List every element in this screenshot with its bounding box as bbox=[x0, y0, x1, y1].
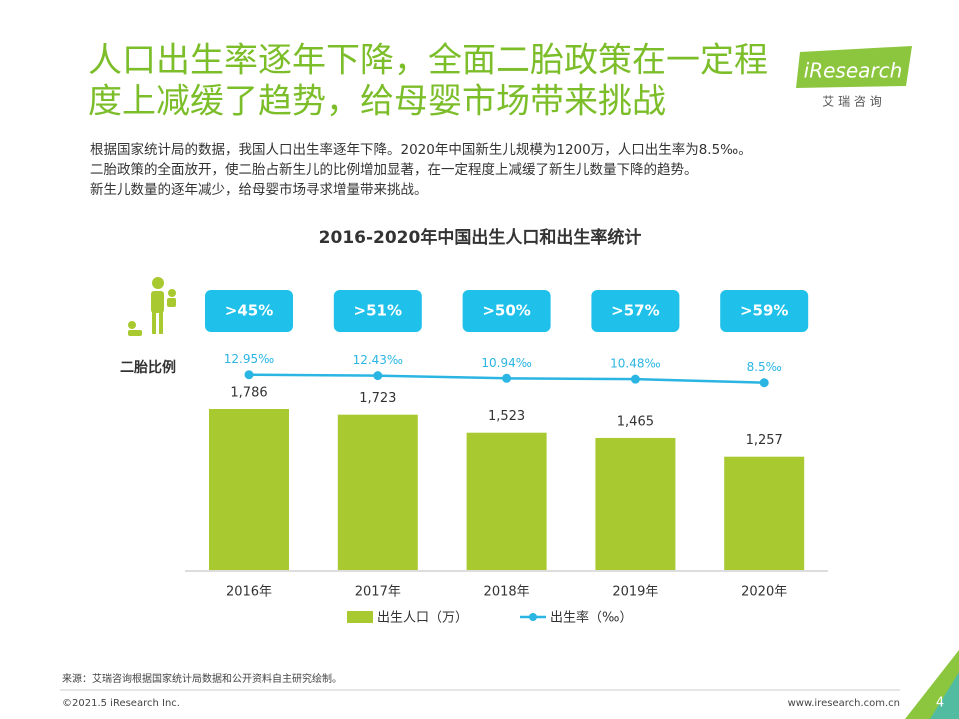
ratio-box bbox=[333, 290, 422, 332]
ratio-label: 二胎比例 bbox=[120, 359, 176, 376]
rate-label: 10.48‰ bbox=[610, 357, 660, 371]
ratio-box bbox=[720, 290, 809, 332]
rate-label: 12.95‰ bbox=[224, 352, 274, 366]
bar-label: 1,786 bbox=[230, 386, 267, 401]
rate-dot bbox=[244, 370, 254, 380]
intro-line: 二胎政策的全面放开，使二胎占新生儿的比例增加显著，在一定程度上减缓了新生儿数量下… bbox=[90, 161, 698, 178]
intro-line: 根据国家统计局的数据，我国人口出生率逐年下降。2020年中国新生儿规模为1200… bbox=[90, 141, 752, 158]
page-number: 4 bbox=[936, 696, 944, 711]
title-line: 人口出生率逐年下降，全面二胎政策在一定程 bbox=[88, 41, 768, 81]
ratio-value: >50% bbox=[482, 302, 530, 320]
rate-dot bbox=[502, 373, 512, 383]
bar-label: 1,465 bbox=[617, 414, 654, 429]
bar-label: 1,523 bbox=[488, 409, 525, 424]
legend-label: 出生率（‰） bbox=[550, 610, 632, 626]
intro-line: 新生儿数量的逐年减少，给母婴市场寻求增量带来挑战。 bbox=[90, 181, 428, 198]
x-tick-label: 2016年 bbox=[226, 585, 272, 600]
rate-dot bbox=[630, 374, 640, 384]
family-icon bbox=[128, 277, 176, 336]
source: 来源：艾瑞咨询根据国家统计局数据和公开资料自主研究绘制。 bbox=[62, 672, 342, 685]
rate-label: 8.5‰ bbox=[747, 360, 782, 374]
x-tick-label: 2019年 bbox=[612, 585, 658, 600]
corner bbox=[930, 672, 959, 719]
ratio-box bbox=[591, 290, 680, 332]
rate-label: 10.94‰ bbox=[481, 356, 531, 370]
bar-label: 1,723 bbox=[359, 391, 396, 406]
ratio-value: >45% bbox=[225, 302, 273, 320]
logo-sub: 艾 瑞 咨 询 bbox=[822, 94, 881, 109]
bar-label: 1,257 bbox=[746, 433, 783, 448]
legend-swatch bbox=[347, 611, 373, 623]
ratio-box bbox=[205, 290, 293, 332]
x-tick-label: 2018年 bbox=[484, 585, 530, 600]
bar bbox=[209, 409, 289, 570]
copyright: ©2021.5 iResearch Inc. bbox=[62, 698, 180, 709]
title-line: 度上减缓了趋势，给母婴市场带来挑战 bbox=[88, 82, 666, 122]
ratio-value: >57% bbox=[611, 302, 659, 320]
ratio-value: >51% bbox=[354, 302, 402, 320]
logo: iResearch bbox=[804, 59, 903, 83]
x-tick-label: 2017年 bbox=[355, 585, 401, 600]
bar bbox=[595, 437, 676, 570]
x-tick-label: 2020年 bbox=[741, 585, 787, 600]
legend-label: 出生人口（万） bbox=[377, 611, 468, 626]
logo-box bbox=[796, 46, 912, 88]
rate-dot bbox=[759, 378, 769, 388]
url: www.iresearch.com.cn bbox=[788, 698, 900, 709]
rate-dot bbox=[373, 371, 383, 381]
ratio-value: >59% bbox=[740, 302, 788, 320]
legend-swatch bbox=[529, 613, 537, 621]
ratio-box bbox=[462, 290, 551, 332]
chart-title: 2016-2020年中国出生人口和出生率统计 bbox=[319, 227, 642, 248]
rate-label: 12.43‰ bbox=[353, 353, 403, 367]
bar bbox=[466, 432, 547, 570]
bar bbox=[337, 414, 418, 570]
bar bbox=[724, 456, 805, 570]
